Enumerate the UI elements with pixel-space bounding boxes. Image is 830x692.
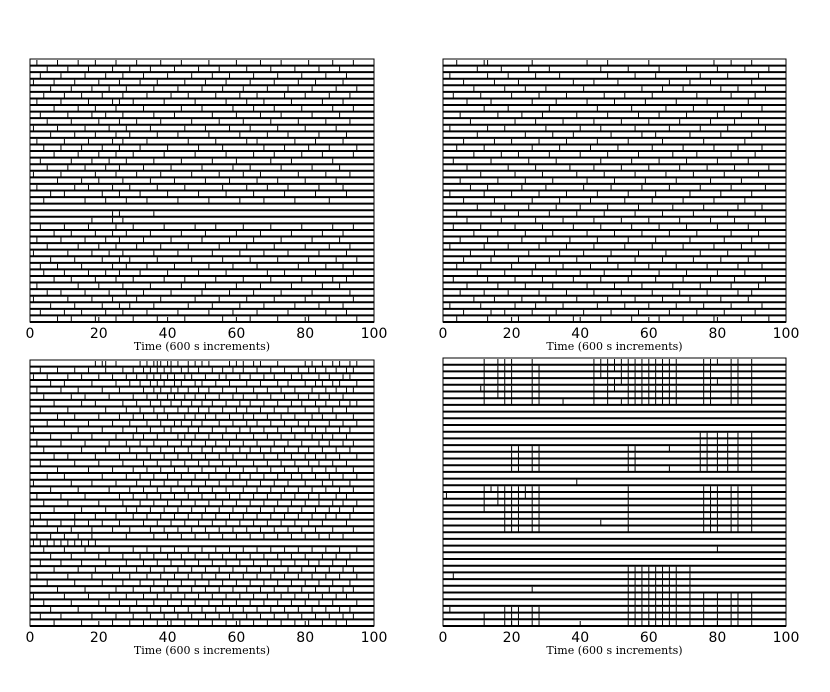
x-tick-label: 100 [361,326,388,342]
panel: 0 20 40 60 80 100 Time (600 s increments) [26,58,388,353]
x-tick-label: 80 [708,326,726,342]
x-tick-label: 60 [227,630,245,646]
x-tick-label: 100 [773,326,800,342]
axes-frame [29,359,375,627]
x-tick-label: 20 [90,326,108,342]
axes-frame [442,58,787,323]
x-axis-label: Time (600 s increments) [134,644,270,657]
x-tick-label: 100 [361,630,388,646]
panel: 0 20 40 60 80 100 Time (600 s increments) [439,58,800,353]
axes-frame [442,357,787,627]
x-tick-label: 100 [773,630,800,646]
x-tick-label: 80 [708,630,726,646]
x-tick-label: 80 [296,630,314,646]
axes-frame [29,58,375,323]
x-tick-label: 20 [90,630,108,646]
x-tick-label: 0 [26,326,35,342]
x-tick-label: 60 [640,326,658,342]
x-tick-label: 0 [439,326,448,342]
x-tick-label: 20 [503,630,521,646]
x-axis-label: Time (600 s increments) [134,340,270,353]
x-tick-label: 80 [296,326,314,342]
x-tick-label: 40 [159,326,177,342]
x-tick-label: 0 [439,630,448,646]
x-tick-label: 60 [227,326,245,342]
x-tick-label: 60 [640,630,658,646]
x-tick-label: 20 [503,326,521,342]
x-tick-label: 40 [571,630,589,646]
panel: 0 20 40 60 80 100 Time (600 s increments) [26,359,388,657]
x-tick-label: 40 [159,630,177,646]
x-axis-label: Time (600 s increments) [546,644,682,657]
x-tick-label: 40 [571,326,589,342]
x-tick-label: 0 [26,630,35,646]
panel: 0 20 40 60 80 100 Time (600 s increments) [439,357,800,657]
x-axis-label: Time (600 s increments) [546,340,682,353]
